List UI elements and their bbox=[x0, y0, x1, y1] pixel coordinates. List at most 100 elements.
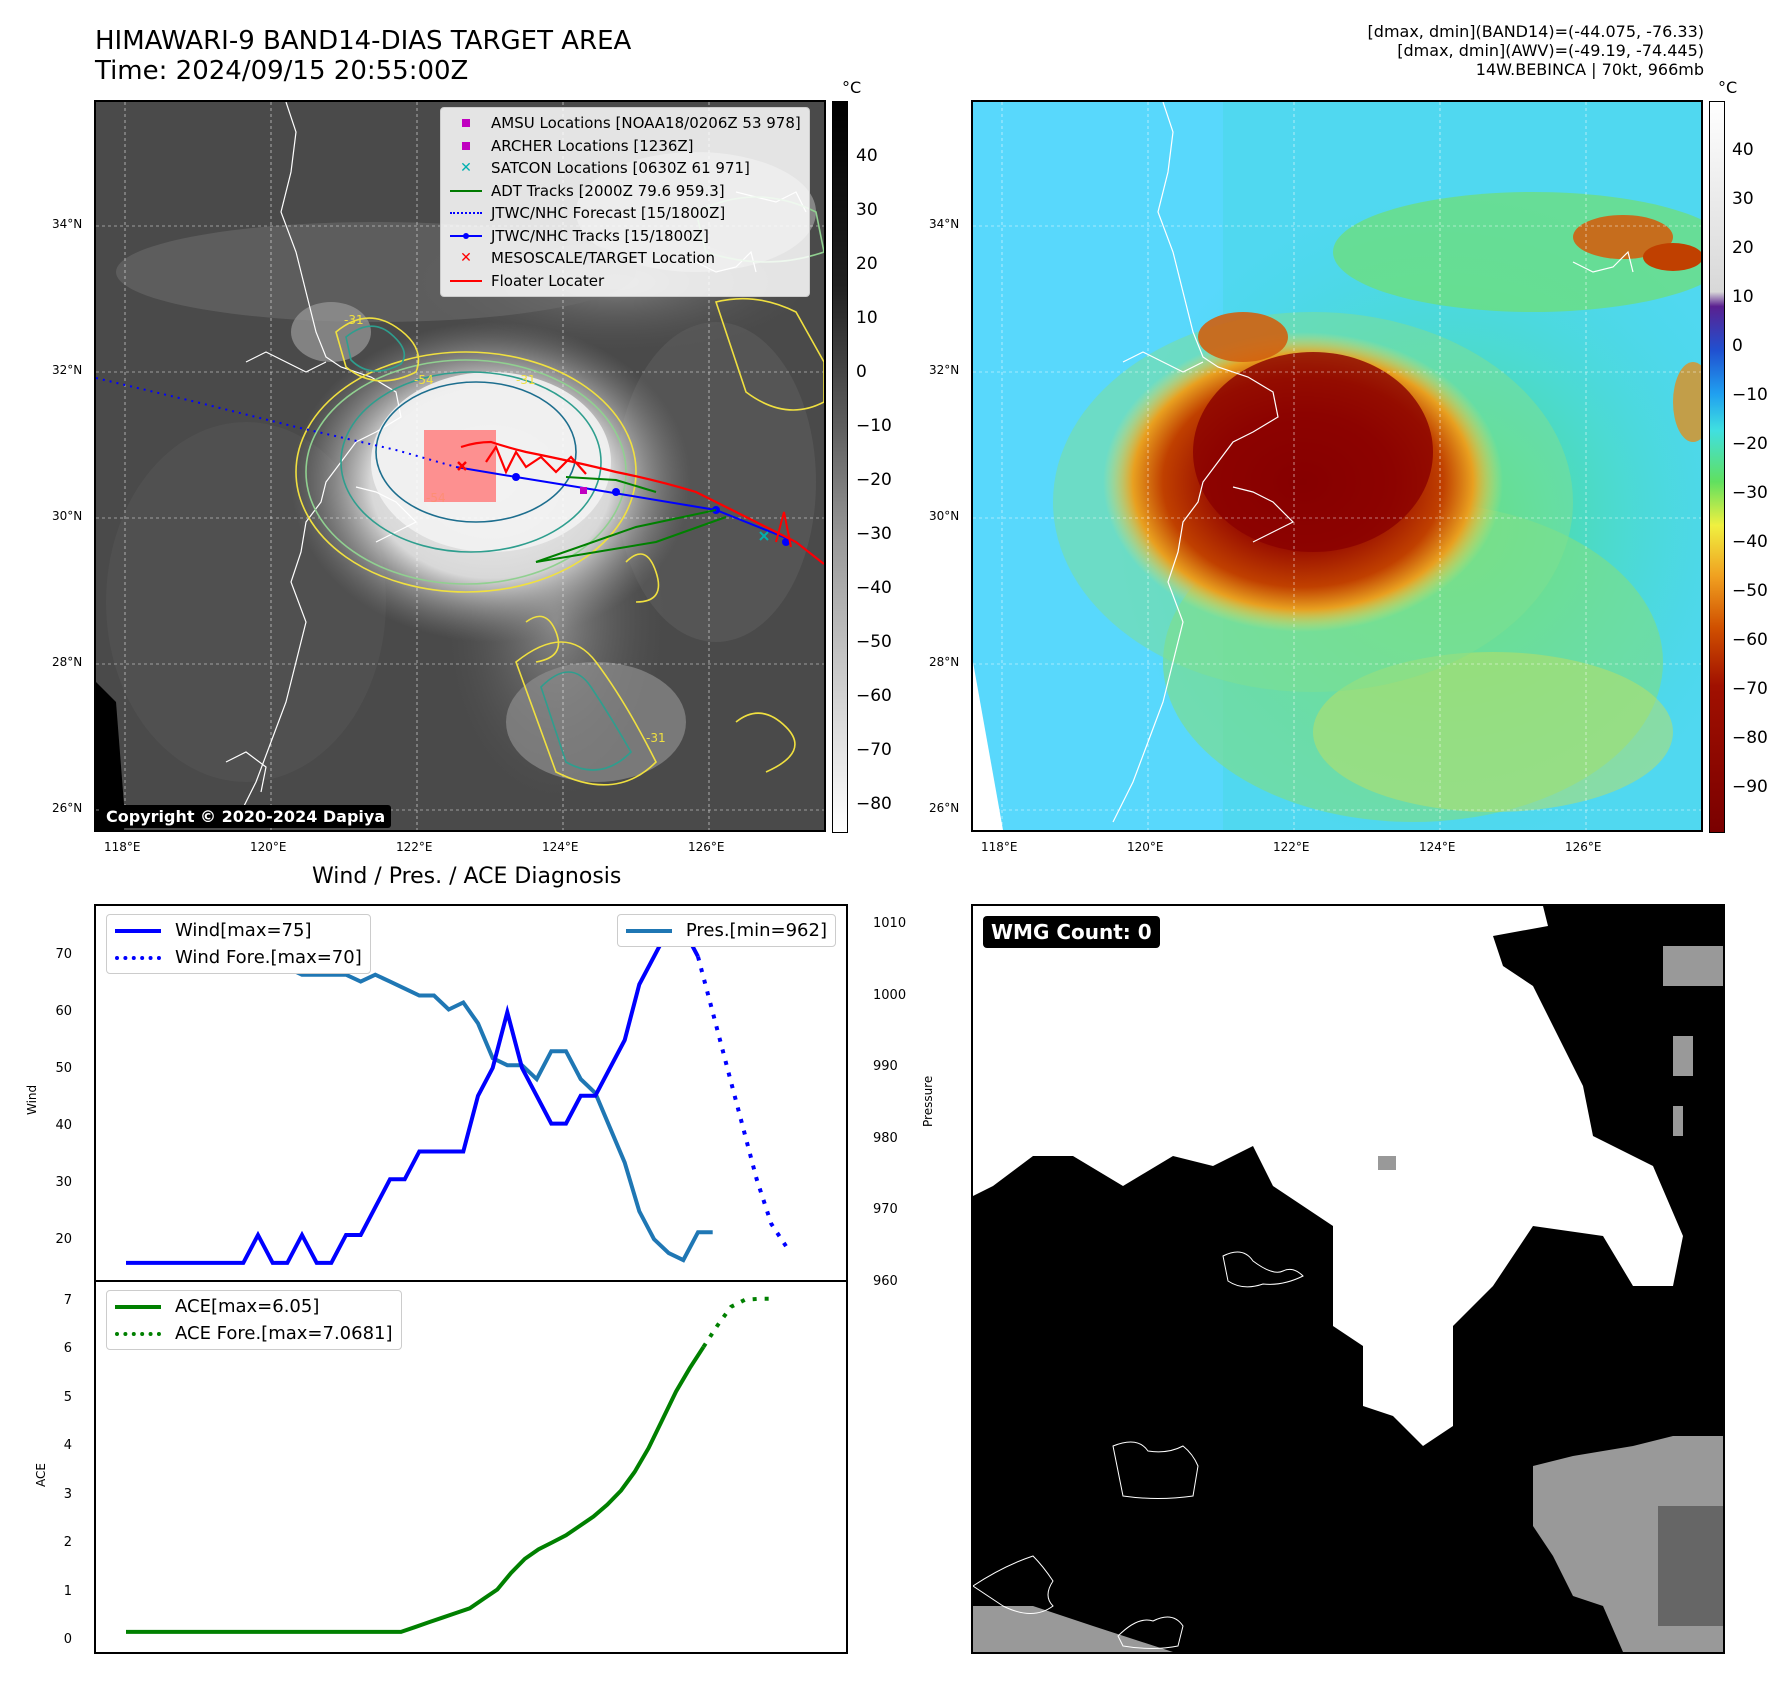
colorbar-tick: −80 bbox=[1732, 728, 1768, 748]
contour-label: -31 bbox=[646, 731, 666, 745]
pressure-tick: 960 bbox=[873, 1274, 898, 1289]
square-marker-icon bbox=[449, 119, 483, 128]
colorbar-tick: −80 bbox=[856, 794, 892, 814]
ace-plot bbox=[126, 1296, 773, 1634]
legend-jtwc-tracks: JTWC/NHC Tracks [15/1800Z] bbox=[449, 225, 801, 248]
ir-color-map bbox=[971, 100, 1703, 832]
wind-tick: 20 bbox=[55, 1232, 72, 1247]
color-colorbar-unit: °C bbox=[1718, 78, 1738, 97]
dotted-line-icon bbox=[115, 955, 165, 960]
colorbar-tick: −50 bbox=[856, 632, 892, 652]
colorbar-tick: 20 bbox=[856, 254, 878, 274]
solid-line-icon bbox=[115, 928, 165, 933]
legend-satcon: ✕ SATCON Locations [0630Z 61 971] bbox=[449, 157, 801, 180]
dmax-awv: [dmax, dmin](AWV)=(-49.19, -74.445) bbox=[1397, 41, 1704, 60]
pressure-series-line bbox=[124, 924, 713, 1263]
ace-series-line bbox=[126, 1345, 706, 1634]
colorbar-tick: −30 bbox=[856, 524, 892, 544]
colorbar-tick: −40 bbox=[856, 578, 892, 598]
x-marker-icon: ✕ bbox=[460, 250, 472, 266]
track-legend: AMSU Locations [NOAA18/0206Z 53 978] ARC… bbox=[440, 107, 810, 297]
colorbar-tick: −60 bbox=[1732, 630, 1768, 650]
lat-label: 30°N bbox=[52, 509, 83, 523]
legend-amsu: AMSU Locations [NOAA18/0206Z 53 978] bbox=[449, 112, 801, 135]
colorbar-tick: 0 bbox=[856, 362, 867, 382]
wind-pressure-chart: Wind[max=75] Wind Fore.[max=70] Pres.[mi… bbox=[94, 904, 848, 1282]
diagnosis-title: Wind / Pres. / ACE Diagnosis bbox=[312, 864, 622, 889]
line-marker-icon bbox=[449, 189, 483, 192]
lat-label: 26°N bbox=[52, 801, 83, 815]
gray-colorbar bbox=[832, 101, 848, 833]
colorbar-tick: 40 bbox=[856, 146, 878, 166]
colorbar-tick: −10 bbox=[1732, 385, 1768, 405]
ace-tick: 7 bbox=[63, 1293, 72, 1308]
legend-floater: Floater Locater bbox=[449, 270, 801, 293]
solid-line-icon bbox=[115, 1304, 165, 1309]
lat-label: 32°N bbox=[52, 363, 83, 377]
pressure-tick: 970 bbox=[873, 1202, 898, 1217]
forecast-track bbox=[96, 377, 457, 468]
pressure-tick: 1010 bbox=[873, 916, 907, 931]
lat-label: 34°N bbox=[52, 217, 83, 231]
legend-jtwc-forecast: JTWC/NHC Forecast [15/1800Z] bbox=[449, 202, 801, 225]
wind-forecast-series-line bbox=[696, 956, 788, 1248]
lon-label: 120°E bbox=[1127, 840, 1164, 854]
legend-wind-fore: Wind Fore.[max=70] bbox=[115, 944, 362, 971]
line-marker-icon bbox=[449, 279, 483, 282]
target-area-box bbox=[424, 430, 496, 502]
colorbar-tick: −10 bbox=[856, 416, 892, 436]
lat-label: 30°N bbox=[929, 509, 960, 523]
colorbar-tick: −90 bbox=[1732, 777, 1768, 797]
colorbar-tick: 40 bbox=[1732, 140, 1754, 160]
floater-track bbox=[460, 440, 824, 565]
copyright-badge: Copyright © 2020-2024 Dapiya bbox=[100, 805, 392, 828]
ace-tick: 0 bbox=[63, 1632, 72, 1647]
ace-tick: 1 bbox=[63, 1584, 72, 1599]
colorbar-tick: −30 bbox=[1732, 483, 1768, 503]
colorbar-tick: −20 bbox=[1732, 434, 1768, 454]
colorbar-tick: −20 bbox=[856, 470, 892, 490]
wind-tick: 40 bbox=[55, 1118, 72, 1133]
storm-info: 14W.BEBINCA | 70kt, 966mb bbox=[1475, 60, 1704, 79]
figure-title: HIMAWARI-9 BAND14-DIAS TARGET AREA bbox=[95, 26, 632, 56]
lon-label: 124°E bbox=[1419, 840, 1456, 854]
lat-label: 28°N bbox=[52, 655, 83, 669]
pressure-legend: Pres.[min=962] bbox=[616, 914, 836, 947]
colorbar-tick: −50 bbox=[1732, 581, 1768, 601]
solid-line-icon bbox=[625, 928, 676, 933]
colorbar-tick: 20 bbox=[1732, 238, 1754, 258]
ir-color-image bbox=[973, 102, 1701, 830]
lat-label: 28°N bbox=[929, 655, 960, 669]
lat-label: 26°N bbox=[929, 801, 960, 815]
color-colorbar bbox=[1709, 101, 1725, 833]
colorbar-tick: 10 bbox=[1732, 287, 1754, 307]
wind-tick: 60 bbox=[55, 1004, 72, 1019]
legend-target: ✕ MESOSCALE/TARGET Location bbox=[449, 247, 801, 270]
wmg-panel: WMG Count: 0 bbox=[971, 904, 1725, 1654]
legend-wind: Wind[max=75] bbox=[115, 917, 362, 944]
ace-tick: 2 bbox=[63, 1535, 72, 1550]
colorbar-tick: 30 bbox=[1732, 189, 1754, 209]
dmax-band14: [dmax, dmin](BAND14)=(-44.075, -76.33) bbox=[1367, 22, 1704, 41]
legend-ace: ACE[max=6.05] bbox=[115, 1293, 393, 1320]
wmg-count-badge: WMG Count: 0 bbox=[983, 916, 1160, 948]
wind-tick: 50 bbox=[55, 1061, 72, 1076]
colorbar-tick: 10 bbox=[856, 308, 878, 328]
wind-tick: 70 bbox=[55, 947, 72, 962]
colorbar-tick: −60 bbox=[856, 686, 892, 706]
lat-label: 32°N bbox=[929, 363, 960, 377]
contour-label: -31 bbox=[516, 373, 536, 387]
gray-colorbar-unit: °C bbox=[842, 78, 862, 97]
pressure-axis-label: Pressure bbox=[921, 1075, 935, 1127]
ace-chart: ACE[max=6.05] ACE Fore.[max=7.0681] bbox=[94, 1280, 848, 1654]
lon-label: 124°E bbox=[542, 840, 579, 854]
wmg-mask-image bbox=[973, 906, 1723, 1652]
ace-tick: 6 bbox=[63, 1341, 72, 1356]
pressure-tick: 990 bbox=[873, 1059, 898, 1074]
wind-tick: 30 bbox=[55, 1175, 72, 1190]
ace-axis-label: ACE bbox=[34, 1463, 48, 1487]
ace-legend: ACE[max=6.05] ACE Fore.[max=7.0681] bbox=[106, 1290, 402, 1350]
lon-label: 122°E bbox=[1273, 840, 1310, 854]
colorbar-tick: 0 bbox=[1732, 336, 1743, 356]
wind-axis-label: Wind bbox=[25, 1084, 39, 1115]
